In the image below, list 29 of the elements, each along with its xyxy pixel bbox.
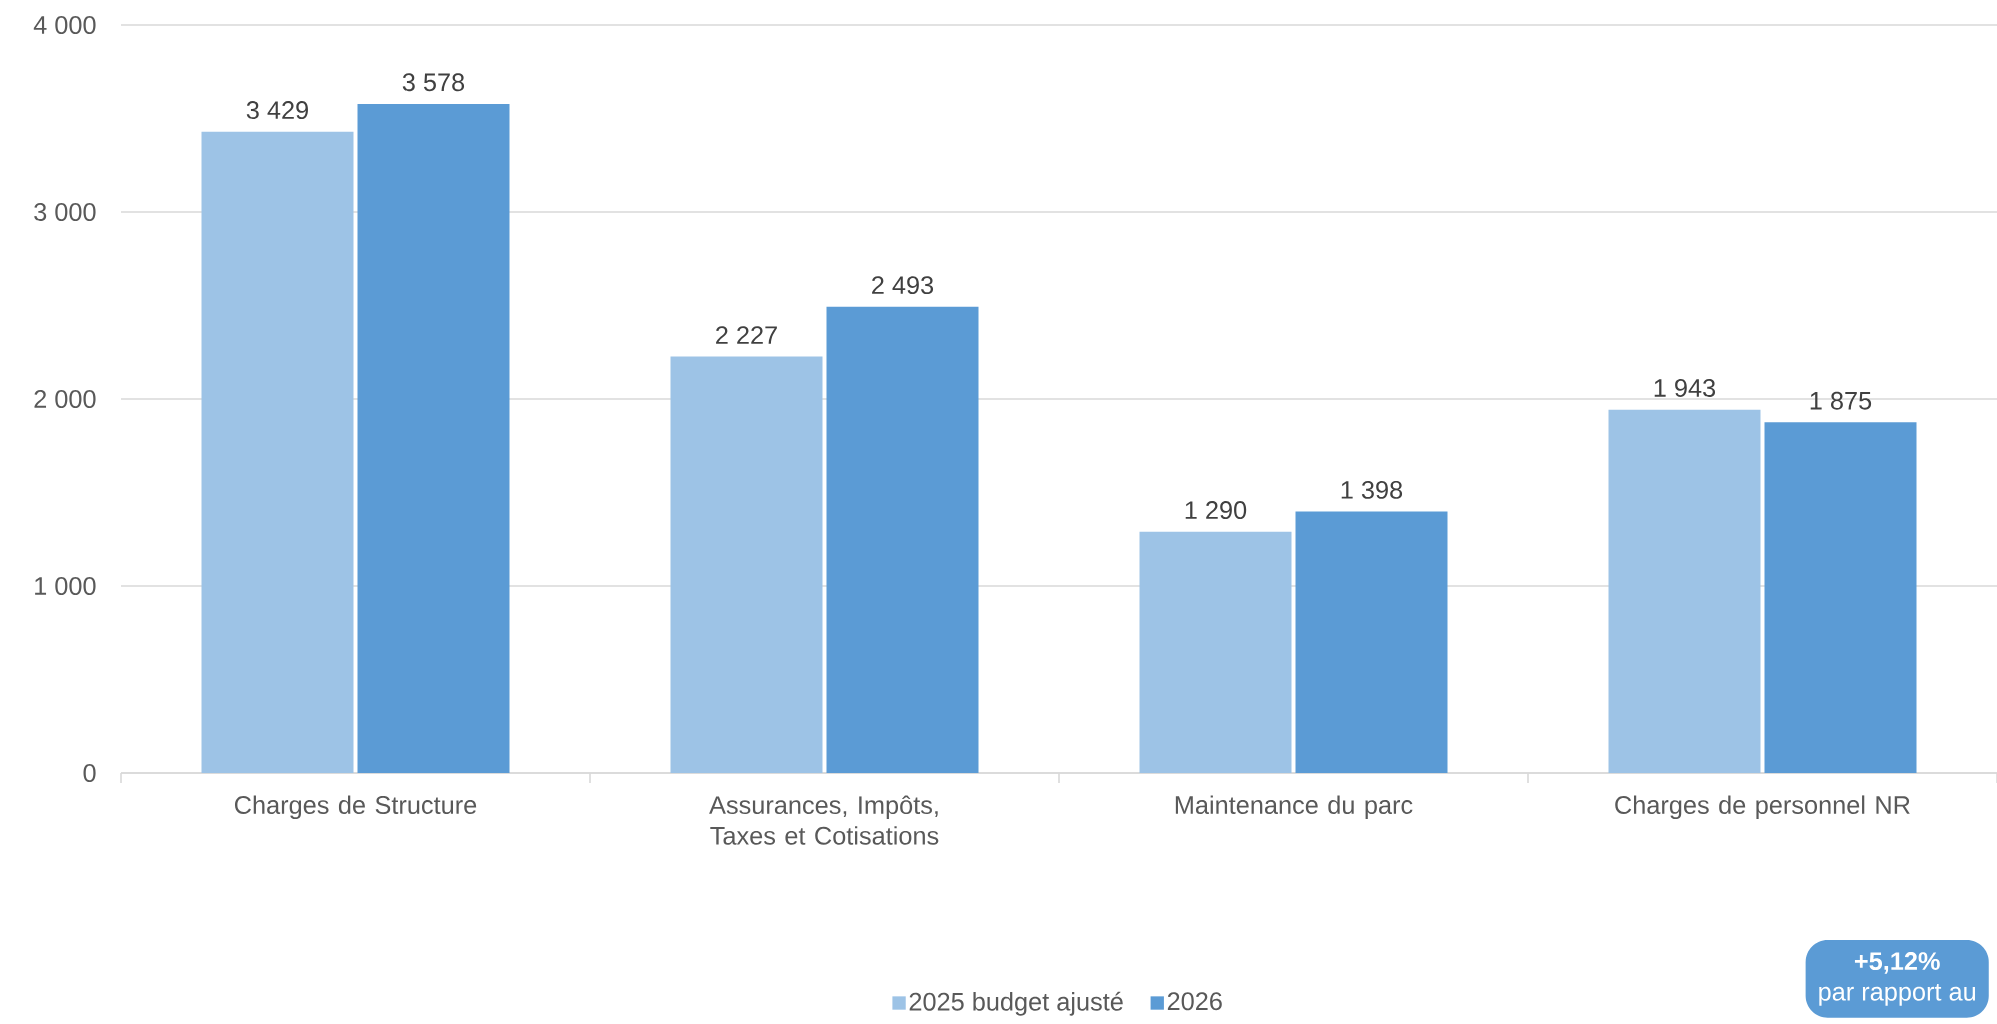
bar: [826, 306, 979, 773]
y-tick-label: 3 000: [34, 203, 96, 221]
data-label: 1 875: [1810, 391, 1872, 410]
data-label: 1 398: [1341, 480, 1403, 499]
x-tick-label: Maintenance du parc: [1175, 795, 1413, 820]
x-tick-label: Assurances, Impôts, Taxes et Cotisations: [709, 795, 939, 845]
x-tick-label: Charges de personnel NR: [1615, 795, 1910, 820]
y-tick-label: 2 000: [34, 390, 96, 408]
bar: [1139, 531, 1292, 773]
x-tick-label: Charges de Structure: [234, 795, 477, 820]
legend-label: 2025 budget ajusté: [909, 991, 1123, 1016]
bar: [670, 356, 823, 773]
legend-label: 2026: [1167, 992, 1222, 1011]
y-tick-label: 1 000: [35, 577, 96, 595]
data-label: 3 578: [402, 73, 465, 92]
y-tick-label: 0: [83, 764, 96, 782]
bar: [1608, 409, 1761, 773]
bar: [201, 131, 354, 773]
data-label: 1 290: [1185, 501, 1247, 520]
bar: [1295, 511, 1448, 773]
bar: [1764, 422, 1917, 773]
data-label: 3 429: [246, 101, 308, 120]
data-label: 2 493: [872, 276, 934, 295]
bar: [357, 103, 510, 773]
data-label: 1 943: [1654, 379, 1716, 397]
text: par rapport au: [1819, 984, 1976, 1006]
data-label: 2 227: [716, 326, 777, 344]
y-tick-label: 4 000: [33, 16, 96, 34]
text: +5,12%: [1854, 952, 1940, 974]
